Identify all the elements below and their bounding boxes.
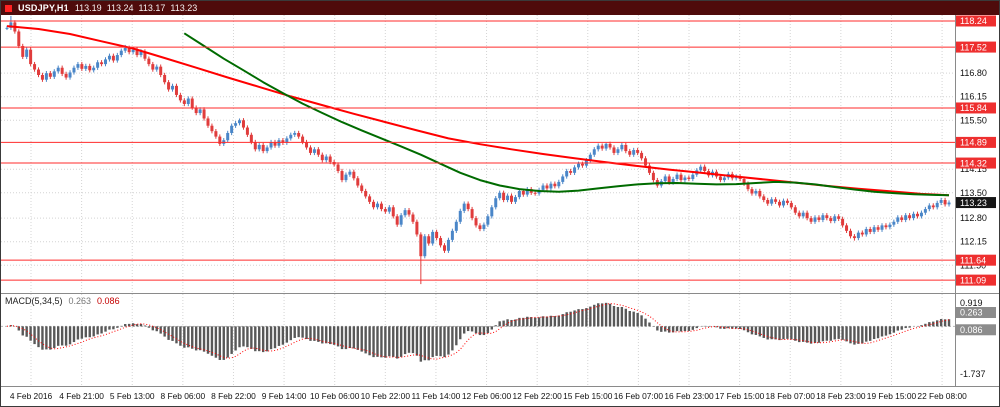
time-axis-label: 18 Feb 23:00	[816, 391, 866, 401]
quote-high: 113.24	[106, 3, 134, 13]
quote-low: 113.17	[138, 3, 166, 13]
time-axis-label: 8 Feb 06:00	[160, 391, 205, 401]
time-axis-label: 8 Feb 22:00	[211, 391, 256, 401]
time-axis-label: 22 Feb 08:00	[917, 391, 967, 401]
macd-value-label: 0.086	[960, 325, 983, 335]
price-chart-svg[interactable]: 4 Feb 2016 4 Feb 21:00 5 Feb 13:00 8 Feb 06…	[1, 15, 999, 406]
time-axis-label: 12 Feb 22:00	[512, 391, 562, 401]
chart-icon	[5, 4, 12, 12]
time-axis-label: 5 Feb 13:00	[110, 391, 155, 401]
sr-price-label: 118.24	[960, 16, 987, 26]
sr-price-label-box	[956, 15, 996, 27]
time-axis-label: 18 Feb 07:00	[766, 391, 816, 401]
ohlc-quote: 113.19 113.24 113.17 113.23	[75, 1, 197, 15]
time-axis-label: 9 Feb 14:00	[262, 391, 307, 401]
sr-price-label-box	[956, 274, 996, 286]
time-axis-label: 16 Feb 23:00	[664, 391, 714, 401]
price-axis: 116.80 116.15 115.50 114.15 113.50 112.80 112.…	[960, 68, 987, 270]
time-axis-label: 16 Feb 07:00	[614, 391, 664, 401]
time-axis-label: 10 Feb 22:00	[361, 391, 411, 401]
sr-price-label: 111.64	[960, 255, 986, 265]
time-axis-label: 12 Feb 06:00	[462, 391, 512, 401]
quote-open: 113.19	[74, 3, 102, 13]
current-price-label: 113.23	[960, 198, 987, 208]
macd-value-label: 0.263	[960, 308, 983, 318]
candlesticks[interactable]	[5, 15, 951, 285]
price-axis-tick: 112.80	[960, 213, 987, 223]
chart-area[interactable]: 4 Feb 2016 4 Feb 21:00 5 Feb 13:00 8 Feb 06…	[1, 15, 999, 406]
time-axis-label: 19 Feb 15:00	[867, 391, 917, 401]
sr-price-label: 114.32	[960, 158, 987, 168]
time-axis-label: 4 Feb 21:00	[59, 391, 104, 401]
time-axis-label: 10 Feb 06:00	[310, 391, 360, 401]
quote-close: 113.23	[170, 3, 198, 13]
macd-axis-max: 0.919	[960, 298, 983, 308]
current-price-box	[956, 197, 996, 209]
horizontal-gridlines	[1, 72, 955, 266]
time-axis-label: 4 Feb 2016	[10, 391, 53, 401]
time-axis-label: 17 Feb 15:00	[715, 391, 765, 401]
sr-price-label-box	[956, 254, 996, 266]
macd-histogram	[9, 302, 951, 362]
sr-price-label-box	[956, 157, 996, 169]
price-axis-tick: 116.80	[960, 68, 987, 78]
sr-price-label: 114.89	[960, 138, 987, 148]
macd-value-box	[956, 324, 996, 336]
sr-price-label: 117.52	[960, 42, 987, 52]
chart-title-bar[interactable]: USDJPY,H1 113.19 113.24 113.17 113.23	[1, 1, 999, 15]
sr-price-label-box	[956, 136, 996, 148]
sr-price-label: 115.84	[960, 103, 987, 113]
sr-price-label-box	[956, 41, 996, 53]
price-axis-tick: 113.50	[960, 188, 987, 198]
macd-axis-min: -1.737	[960, 369, 986, 379]
time-axis-label: 15 Feb 15:00	[563, 391, 613, 401]
time-axis-label: 11 Feb 14:00	[412, 391, 461, 401]
sr-price-label-box	[956, 102, 996, 114]
macd-value-box	[956, 307, 996, 319]
price-axis-tick: 116.15	[960, 92, 987, 102]
time-axis: 4 Feb 2016 4 Feb 21:00 5 Feb 13:00 8 Feb 06…	[10, 391, 967, 401]
price-axis-tick: 115.50	[960, 115, 987, 125]
main-plot[interactable]	[1, 15, 955, 293]
sr-price-label: 111.09	[960, 275, 986, 285]
price-axis-tick: 112.15	[960, 237, 987, 247]
price-axis-tick: 114.15	[960, 164, 987, 174]
symbol-period-label: USDJPY,H1	[18, 3, 69, 13]
